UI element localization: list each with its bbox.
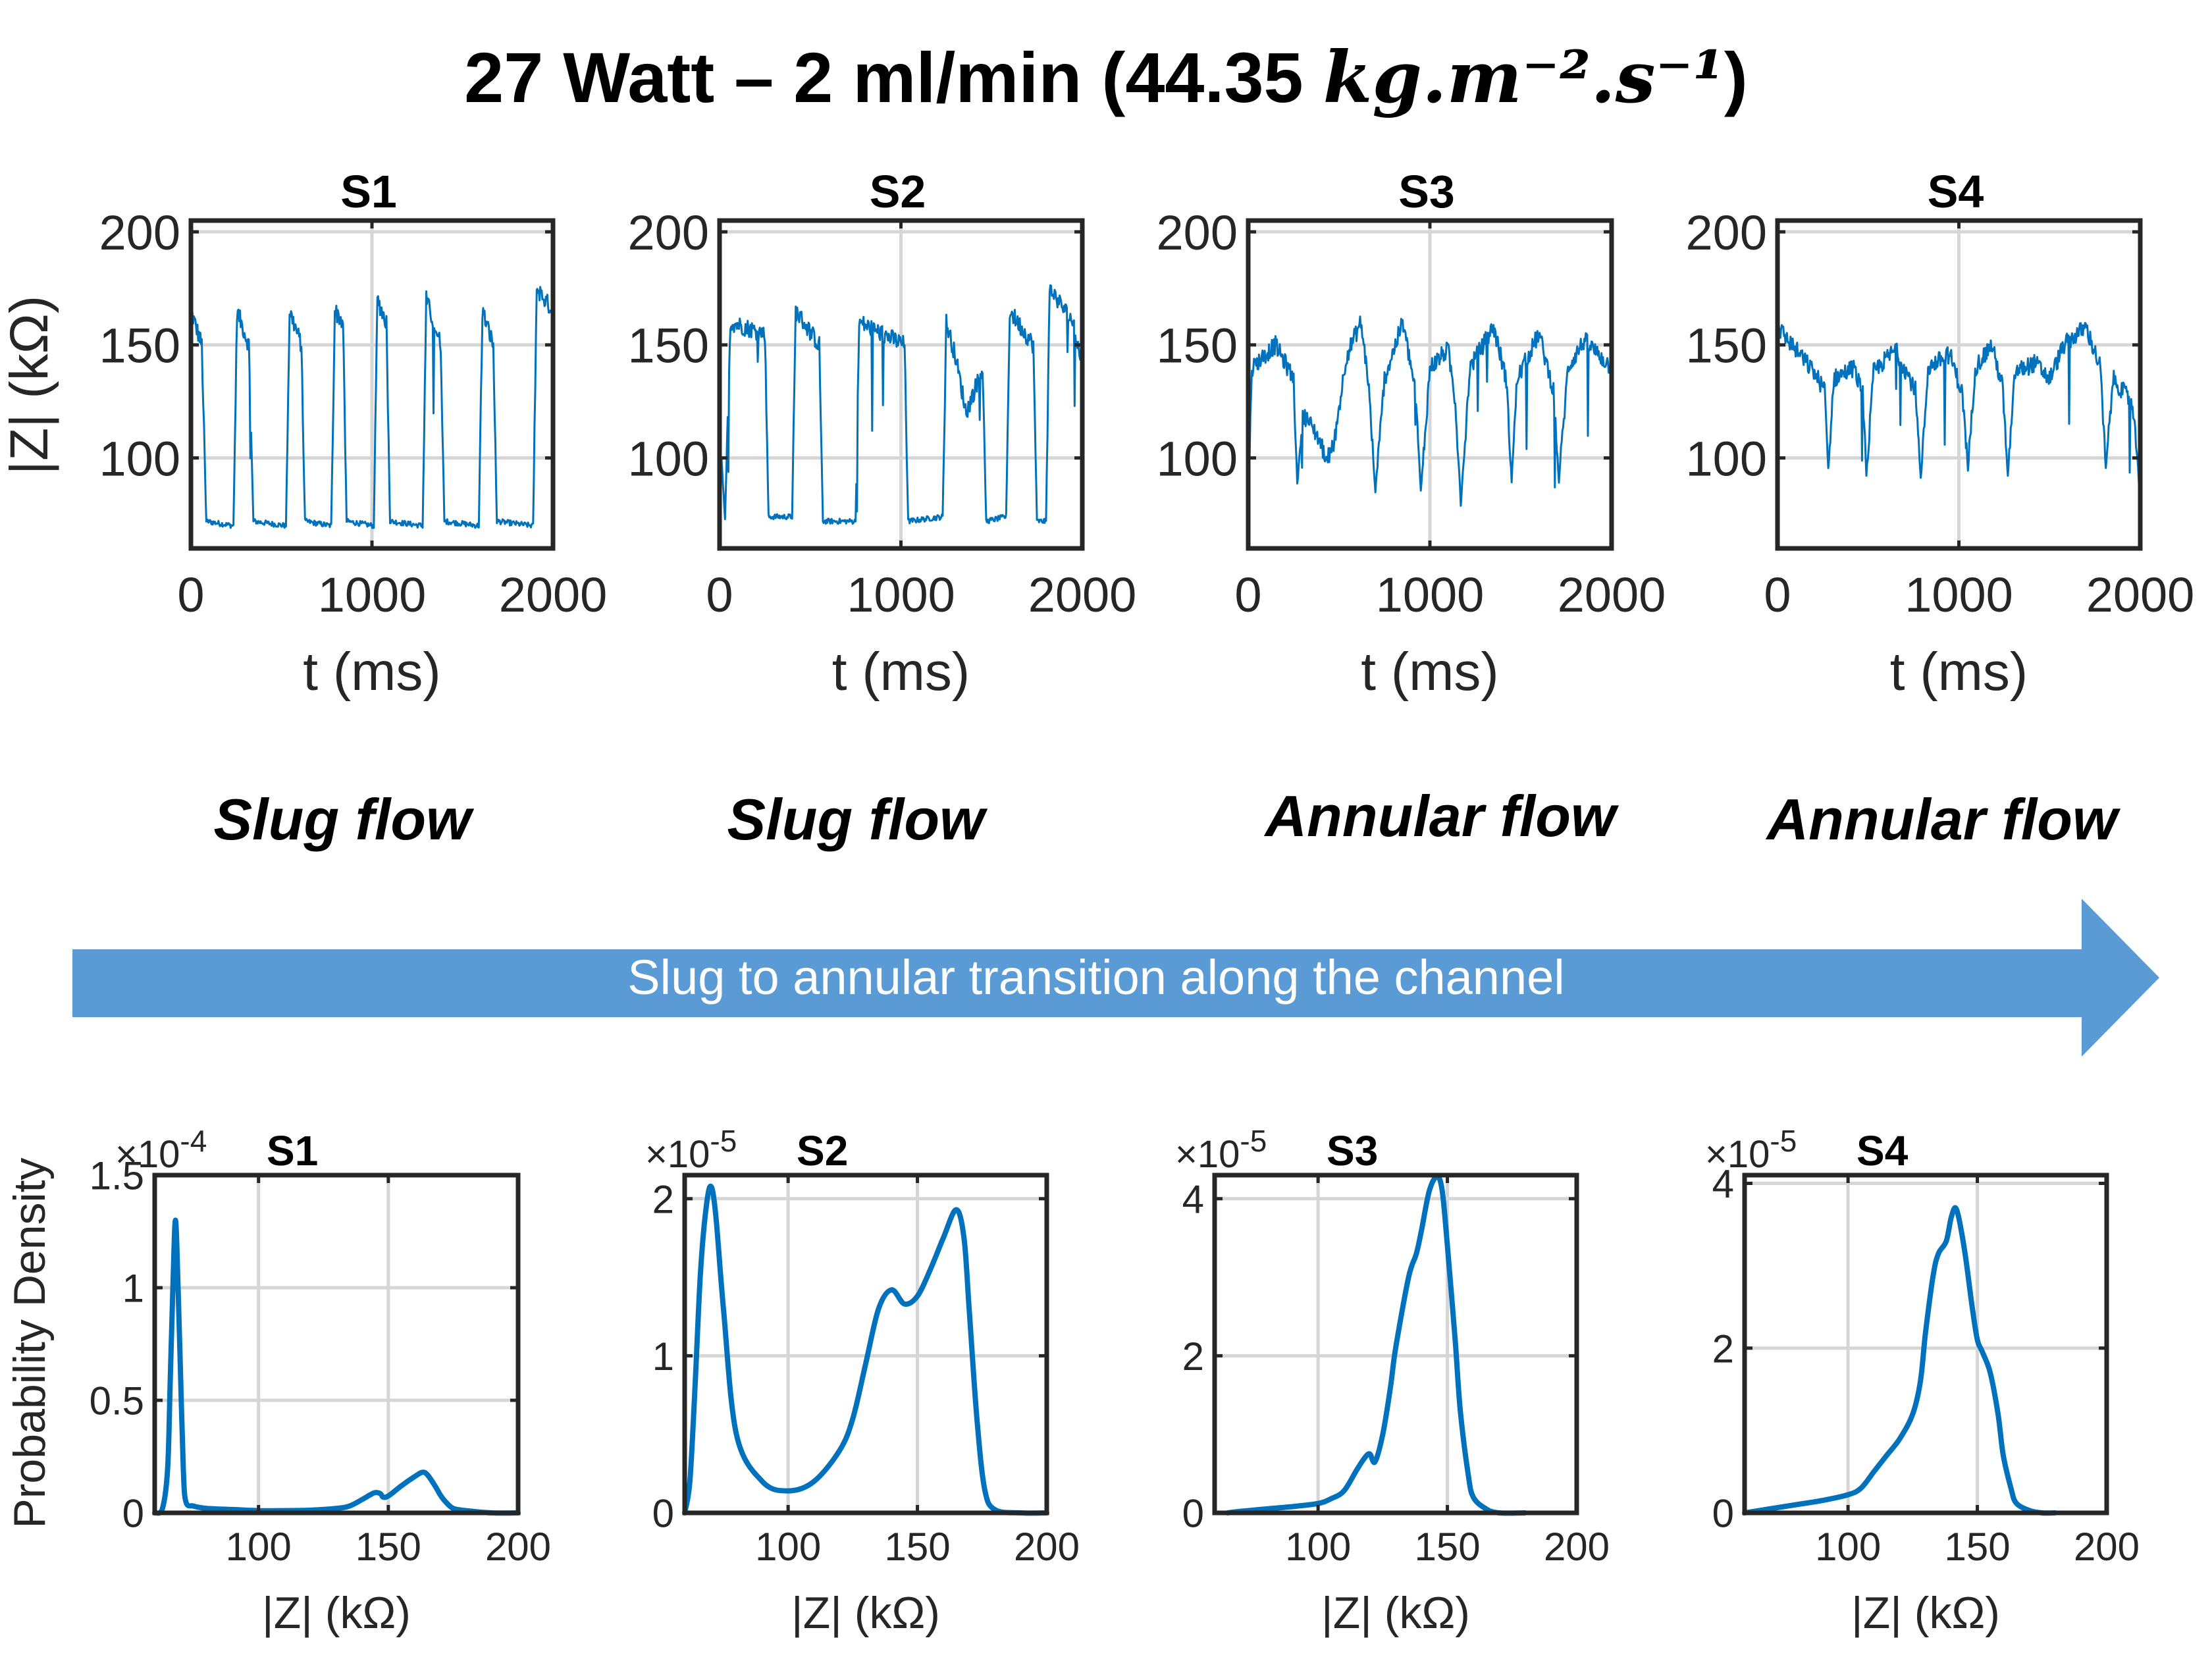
axes-frame (682, 1173, 1049, 1516)
x-tick-label: 150 (885, 1525, 951, 1569)
plot-title: S2 (870, 166, 926, 217)
flow-label-s1: Slug flow (213, 787, 475, 852)
x-axis-label: |Z| (kΩ) (262, 1588, 411, 1638)
plot-title: S1 (267, 1127, 318, 1174)
exponent-label: ×10-5 (1175, 1124, 1267, 1176)
x-axis-label: t (ms) (1361, 642, 1498, 702)
y-tick-label: 0 (1712, 1492, 1734, 1536)
exponent-label: ×10-5 (1705, 1124, 1797, 1176)
y-tick-label: 150 (99, 319, 180, 373)
x-tick-label: 1000 (1376, 567, 1485, 622)
x-tick-label: 0 (177, 567, 204, 622)
x-tick-label: 2000 (1558, 567, 1666, 622)
y-tick-label: 2 (1712, 1327, 1734, 1371)
x-tick-label: 150 (1415, 1525, 1481, 1569)
x-tick-label: 2000 (2086, 567, 2195, 622)
y-tick-label: 150 (1686, 319, 1767, 373)
x-tick-label: 200 (2074, 1525, 2140, 1569)
x-axis-label: t (ms) (1890, 642, 2028, 702)
exponent-label: ×10-4 (115, 1124, 207, 1176)
plot-title: S1 (340, 166, 397, 217)
x-tick-label: 150 (1945, 1525, 2011, 1569)
pdf-s3: 100 150 200 0 2 4 |Z| (kΩ) ×10-5 S3 (1175, 1124, 1610, 1638)
x-tick-label: 100 (755, 1525, 821, 1569)
x-tick-label: 0 (1764, 567, 1791, 622)
x-axis-label: t (ms) (303, 642, 440, 702)
axes-frame (1742, 1173, 2109, 1516)
time-series-s3: 0 1000 2000 100 150 200 t (ms) S3 (1157, 166, 1666, 702)
y-axis-label: Probability Density (5, 1157, 55, 1528)
pdf-curve-s4 (1742, 1205, 2058, 1516)
x-tick-label: 1000 (847, 567, 955, 622)
plot-title: S3 (1327, 1127, 1378, 1174)
y-tick-label: 150 (628, 319, 709, 373)
flow-label-s3: Annular flow (1264, 783, 1620, 849)
y-tick-label: 0 (1182, 1492, 1204, 1536)
time-series-s2: 0 1000 2000 100 150 200 t (ms) S2 (628, 166, 1137, 702)
y-tick-label: 100 (1686, 431, 1767, 486)
time-series-s1: 0 1000 2000 100 150 200 t (ms) |Z| (kΩ) S1 (0, 166, 607, 702)
time-series-s4: 0 1000 2000 100 150 200 t (ms) S4 (1686, 166, 2195, 702)
pdf-s1: 100 150 200 0 0.5 1 1.5 |Z| (kΩ) Probability Den… (5, 1124, 551, 1638)
x-axis-label: |Z| (kΩ) (1321, 1588, 1470, 1638)
y-tick-label: 1 (652, 1334, 674, 1379)
flow-label-s4: Annular flow (1766, 787, 2121, 852)
x-tick-label: 100 (1815, 1525, 1881, 1569)
y-tick-label: 2 (1182, 1334, 1204, 1379)
y-tick-label: 200 (628, 205, 709, 260)
y-tick-label: 1 (122, 1267, 144, 1311)
y-tick-label: 200 (1157, 205, 1238, 260)
x-tick-label: 2000 (499, 567, 608, 622)
x-tick-label: 150 (356, 1525, 421, 1569)
y-tick-label: 200 (1686, 205, 1767, 260)
y-tick-label: 200 (99, 205, 180, 260)
x-tick-label: 2000 (1028, 567, 1137, 622)
plot-title: S4 (1928, 166, 1984, 217)
x-tick-label: 200 (1014, 1525, 1080, 1569)
x-tick-label: 1000 (1905, 567, 2013, 622)
y-tick-label: 150 (1157, 319, 1238, 373)
y-tick-label: 100 (628, 431, 709, 486)
x-tick-label: 100 (226, 1525, 292, 1569)
exponent-label: ×10-5 (645, 1124, 737, 1176)
y-tick-label: 0 (652, 1492, 674, 1536)
x-axis-label: |Z| (kΩ) (791, 1588, 940, 1638)
plot-title: S4 (1856, 1127, 1909, 1174)
x-axis-label: |Z| (kΩ) (1851, 1588, 2000, 1638)
pdf-s4: 100 150 200 0 2 4 |Z| (kΩ) ×10-5 S4 (1705, 1124, 2140, 1638)
x-tick-label: 1000 (318, 567, 427, 622)
signal-line-s4 (1777, 322, 2142, 504)
y-tick-label: 4 (1182, 1177, 1204, 1221)
x-axis-label: t (ms) (832, 642, 970, 702)
axes-frame (1212, 1173, 1579, 1516)
x-tick-label: 100 (1285, 1525, 1351, 1569)
axes-frame (152, 1173, 521, 1516)
figure-title: 27 Watt – 2 ml/min (44.35 kg.m⁻².s⁻¹) (464, 36, 1748, 119)
y-tick-label: 2 (652, 1177, 674, 1221)
x-tick-label: 0 (1234, 567, 1261, 622)
pdf-curve-s2 (682, 1183, 1049, 1516)
signal-line-s2 (718, 284, 1084, 525)
x-tick-label: 200 (1544, 1525, 1610, 1569)
y-axis-label: |Z| (kΩ) (0, 296, 59, 475)
pdf-curve-s3 (1224, 1174, 1528, 1516)
plot-title: S2 (797, 1127, 848, 1174)
flow-label-s2: Slug flow (727, 787, 988, 852)
y-tick-label: 0 (122, 1492, 144, 1536)
pdf-s2: 100 150 200 0 1 2 |Z| (kΩ) ×10-5 S2 (645, 1124, 1080, 1638)
transition-arrow-label: Slug to annular transition along the cha… (627, 950, 1564, 1005)
signal-line-s1 (190, 286, 554, 529)
plot-title: S3 (1398, 166, 1455, 217)
transition-arrow (72, 899, 2159, 1057)
pdf-curve-s1 (152, 1217, 521, 1516)
signal-line-s3 (1247, 315, 1613, 507)
y-tick-label: 100 (1157, 431, 1238, 486)
x-tick-label: 0 (706, 567, 733, 622)
y-tick-label: 100 (99, 431, 180, 486)
x-tick-label: 200 (485, 1525, 551, 1569)
y-tick-label: 4 (1712, 1162, 1734, 1206)
y-tick-label: 0.5 (90, 1379, 144, 1423)
y-tick-label: 1.5 (90, 1154, 144, 1198)
